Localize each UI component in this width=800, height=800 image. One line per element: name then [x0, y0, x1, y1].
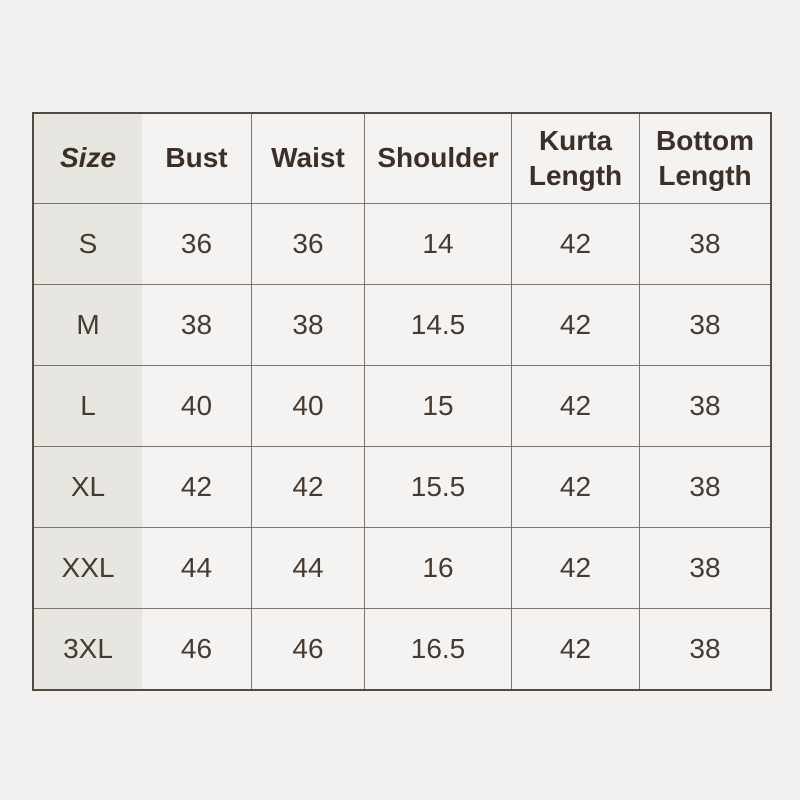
table-cell: 44 — [142, 528, 252, 609]
table-cell: 42 — [512, 204, 640, 285]
table-cell: 42 — [512, 447, 640, 528]
table-cell: 38 — [142, 285, 252, 366]
column-header-bottom-length: Bottom Length — [640, 114, 770, 204]
table-cell: 38 — [689, 633, 721, 664]
size-cell: 3XL — [34, 609, 142, 689]
table-cell: 16.5 — [365, 609, 512, 689]
column-header-bust: Bust — [142, 114, 252, 204]
size-cell: L — [34, 366, 142, 447]
table-cell: 36 — [252, 204, 365, 285]
table-cell: 16 — [365, 528, 512, 609]
table-cell: 42 — [512, 528, 640, 609]
table-cell: 42 — [512, 366, 640, 447]
table-row: S 36 36 14 42 38 — [34, 204, 770, 285]
size-cell: XXL — [34, 528, 142, 609]
table-cell: 42 — [512, 285, 640, 366]
table-cell: 42 — [512, 609, 640, 689]
table-row: 3XL 46 46 16.5 42 38 — [34, 609, 770, 689]
table-cell: 38 — [640, 204, 770, 285]
table-cell: 44 — [252, 528, 365, 609]
table-cell: 40 — [252, 366, 365, 447]
table-body: S 36 36 14 42 38 M 38 38 14.5 42 38 L 40… — [34, 204, 770, 689]
table-row: L 40 40 15 42 38 — [34, 366, 770, 447]
table-header: Size Bust Waist Shoulder Kurta Length Bo… — [34, 114, 770, 204]
column-header-waist: Waist — [252, 114, 365, 204]
table-cell: 14.5 — [365, 285, 512, 366]
table-row: XXL 44 44 16 42 38 — [34, 528, 770, 609]
table-cell: 15.5 — [365, 447, 512, 528]
header-row: Size Bust Waist Shoulder Kurta Length Bo… — [34, 114, 770, 204]
table-cell: 42 — [142, 447, 252, 528]
table-cell: 42 — [252, 447, 365, 528]
table-cell: 38 — [252, 285, 365, 366]
table-cell: 38 — [640, 285, 770, 366]
size-chart-table: Size Bust Waist Shoulder Kurta Length Bo… — [32, 112, 772, 691]
table-cell: 38 — [640, 528, 770, 609]
table-cell: 38 — [640, 366, 770, 447]
table-row: M 38 38 14.5 42 38 — [34, 285, 770, 366]
table-cell: 40 — [142, 366, 252, 447]
column-header-kurta-length: Kurta Length — [512, 114, 640, 204]
table-cell: 46 — [142, 609, 252, 689]
table-row: XL 42 42 15.5 42 38 — [34, 447, 770, 528]
table-cell: 38 — [640, 447, 770, 528]
table-cell: 15 — [365, 366, 512, 447]
size-cell: M — [34, 285, 142, 366]
column-header-size: Size — [34, 114, 142, 204]
size-cell: S — [34, 204, 142, 285]
table-cell: 36 — [142, 204, 252, 285]
table-cell: 14 — [365, 204, 512, 285]
column-header-shoulder: Shoulder — [365, 114, 512, 204]
size-cell: XL — [34, 447, 142, 528]
table-cell: 46 — [252, 609, 365, 689]
